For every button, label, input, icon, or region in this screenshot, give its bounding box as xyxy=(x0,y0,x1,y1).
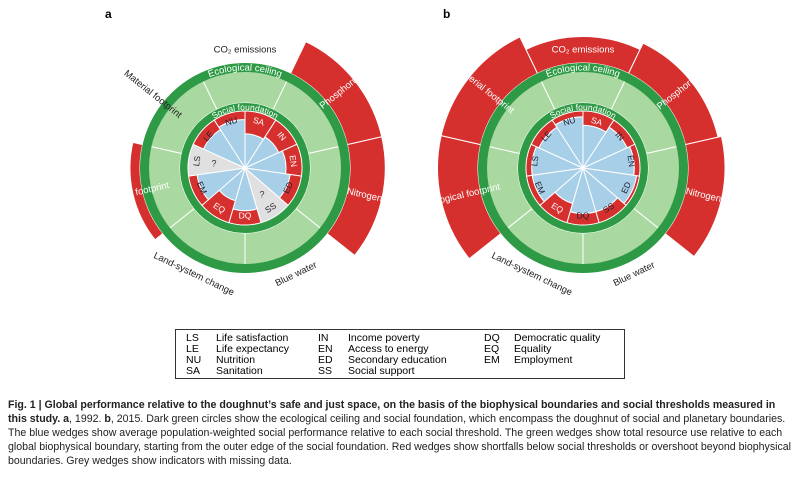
legend-code: ED xyxy=(318,354,333,366)
legend-name: Sanitation xyxy=(216,365,263,377)
legend-code: EM xyxy=(484,354,500,366)
missing-label: ? xyxy=(211,159,216,169)
boundary-label: CO₂ emissions xyxy=(552,44,615,55)
panel-label: a xyxy=(105,7,112,21)
legend-row: EN Access to energy xyxy=(318,344,447,355)
social-foundation-ring xyxy=(180,103,310,233)
missing-label: ? xyxy=(259,189,264,199)
social-foundation-ring xyxy=(518,103,648,233)
panel-label: b xyxy=(443,7,450,21)
legend-code: LS xyxy=(186,332,199,344)
social-code: NU xyxy=(562,115,577,128)
social-code: DQ xyxy=(577,210,590,220)
legend-name: Life expectancy xyxy=(216,343,289,355)
legend-code: SS xyxy=(318,365,333,377)
legend-row: LE Life expectancy xyxy=(186,344,289,355)
legend-column: DQ Democratic quality EQ Equality EM Employme… xyxy=(484,333,600,366)
legend-name: Employment xyxy=(514,354,573,366)
social-code: ED xyxy=(281,180,295,195)
social-code: EM xyxy=(195,180,209,196)
legend-name: Life satisfaction xyxy=(216,332,289,344)
caption-text: , 2015. xyxy=(110,413,144,425)
social-code: SA xyxy=(252,115,266,128)
legend-row: IN Income poverty xyxy=(318,333,447,344)
legend-column: IN Income poverty EN Access to energy ED Seco… xyxy=(318,333,447,377)
legend-name: Democratic quality xyxy=(514,332,601,344)
social-code: LS xyxy=(191,155,202,167)
legend-name: Equality xyxy=(514,343,552,355)
caption-panel: a xyxy=(63,413,70,425)
legend: LS Life satisfaction LE Life expectancy NU Nu… xyxy=(175,329,625,379)
social-code: DQ xyxy=(239,210,252,220)
legend-code: EN xyxy=(318,343,333,355)
social-code: NU xyxy=(224,115,239,128)
legend-code: SA xyxy=(186,365,201,377)
ecological-ceiling-ring xyxy=(140,63,350,273)
legend-name: Secondary education xyxy=(348,354,447,366)
legend-name: Income poverty xyxy=(348,332,420,344)
legend-code: DQ xyxy=(484,332,500,344)
legend-row: EM Employment xyxy=(484,355,600,366)
legend-row: ED Secondary education xyxy=(318,355,447,366)
social-code: SA xyxy=(590,115,604,128)
social-code: EN xyxy=(625,155,637,168)
legend-name: Access to energy xyxy=(348,343,429,355)
legend-name: Nutrition xyxy=(216,354,256,366)
shortfall-wedge xyxy=(530,119,558,149)
legend-code: EQ xyxy=(484,343,500,355)
legend-row: LS Life satisfaction xyxy=(186,333,289,344)
social-code: EM xyxy=(533,180,547,196)
social-code: ED xyxy=(619,180,633,195)
caption-panel: b xyxy=(104,413,111,425)
legend-row: NU Nutrition xyxy=(186,355,289,366)
caption-title: Fig. 1 | Global performance relative to … xyxy=(8,399,776,425)
legend-column: LS Life satisfaction LE Life expectancy NU Nu… xyxy=(186,333,289,377)
caption-body: Dark green circles show the ecological c… xyxy=(8,413,792,467)
legend-code: NU xyxy=(186,354,202,366)
shortfall-wedge xyxy=(192,119,222,150)
legend-name: Social support xyxy=(348,365,415,377)
legend-row: SA Sanitation xyxy=(186,366,289,377)
caption: Fig. 1 | Global performance relative to … xyxy=(8,398,793,468)
legend-row: EQ Equality xyxy=(484,344,600,355)
social-code: LS xyxy=(529,155,540,167)
legend-code: IN xyxy=(318,332,329,344)
boundary-label: CO₂ emissions xyxy=(214,45,277,56)
legend-row: DQ Democratic quality xyxy=(484,333,600,344)
social-code: EN xyxy=(287,155,299,168)
legend-row: SS Social support xyxy=(318,366,447,377)
legend-code: LE xyxy=(186,343,199,355)
ecological-ceiling-ring xyxy=(478,63,688,273)
caption-text: , 1992. xyxy=(69,413,102,425)
